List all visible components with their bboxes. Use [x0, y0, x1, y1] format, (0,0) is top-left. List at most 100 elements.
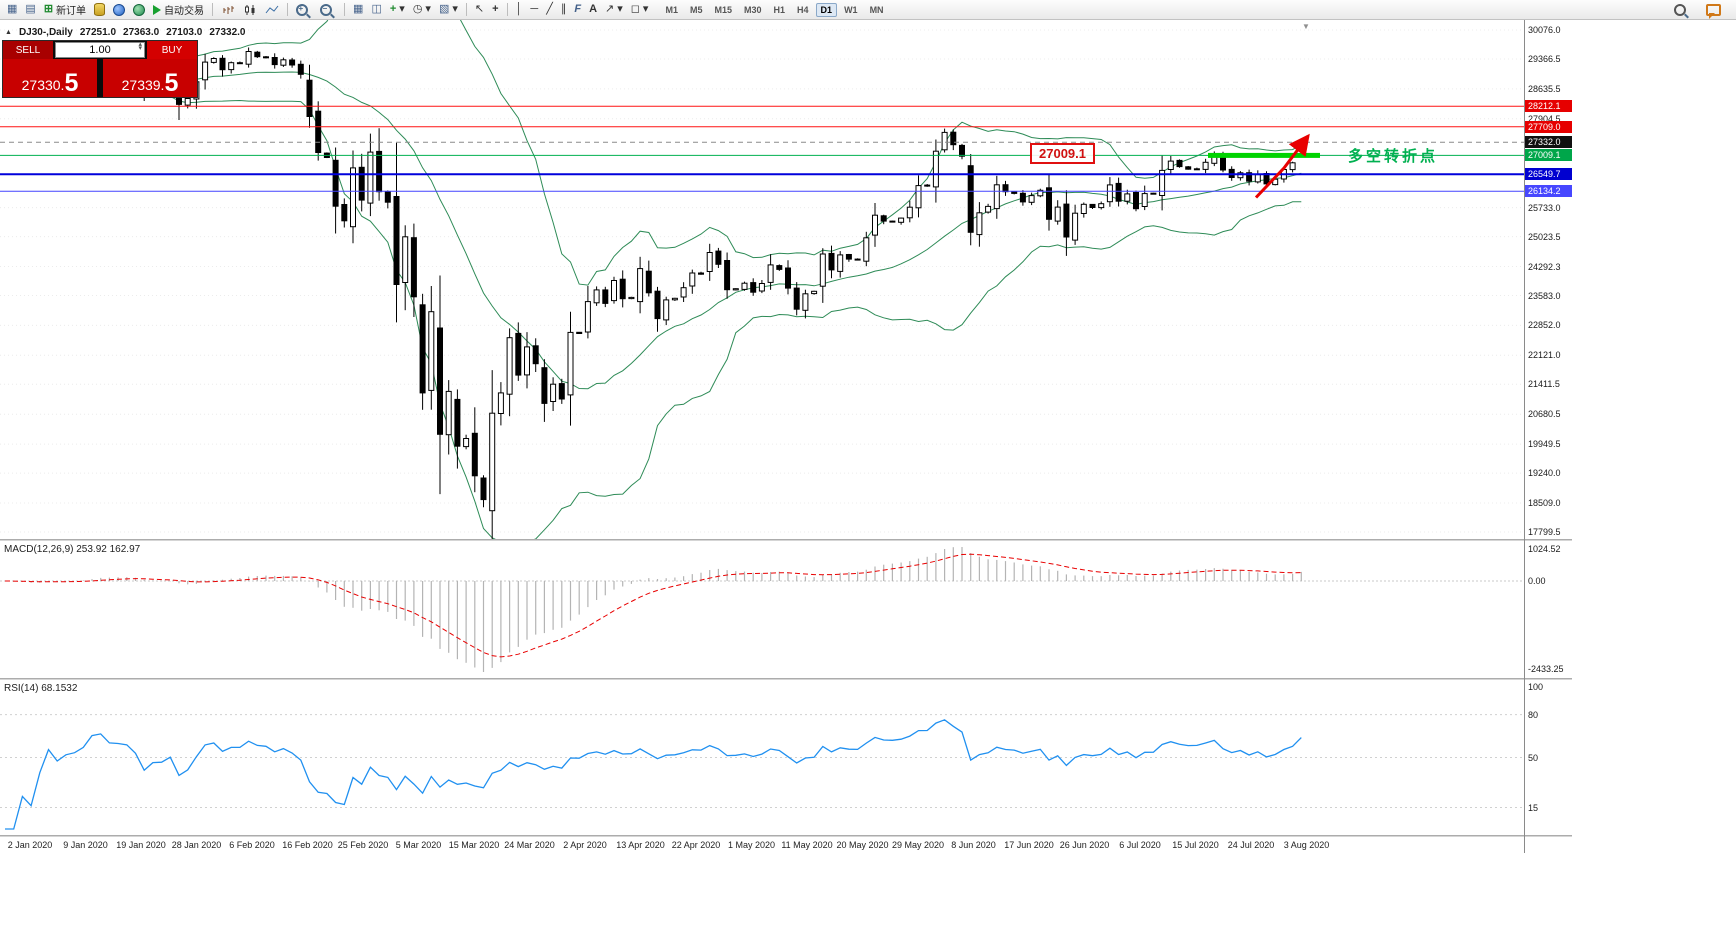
axis-label: 1024.52: [1528, 544, 1561, 554]
arrow-tool-icon: ↗: [605, 3, 615, 15]
timeframe-group: M1 M5 M15 M30 H1 H4 D1 W1 MN: [659, 2, 889, 17]
chart-ohlc-header: ▲ DJ30-,Daily 27251.0 27363.0 27103.0 27…: [5, 27, 245, 38]
buy-price-button[interactable]: 27339. 5: [103, 59, 197, 97]
pivot-annotation-text[interactable]: 多空转折点: [1348, 148, 1439, 166]
vertical-line-button[interactable]: │: [513, 2, 526, 18]
community-chat-button[interactable]: [1703, 2, 1724, 19]
line-chart-icon: [265, 5, 279, 13]
axis-label: 25023.5: [1528, 231, 1561, 242]
profiles-button[interactable]: ▤: [22, 2, 38, 18]
date-label: 5 Mar 2020: [395, 840, 442, 850]
fibonacci-icon: F: [574, 3, 582, 15]
date-label: 28 Jan 2020: [171, 840, 222, 850]
timeframe-m1[interactable]: M1: [665, 4, 678, 15]
candlestick-button[interactable]: [240, 2, 260, 18]
cascade-windows-icon: ◫: [371, 3, 382, 15]
dropdown-icon: ▾: [642, 3, 649, 15]
axis-label: 0.00: [1528, 576, 1546, 586]
date-label: 19 Jan 2020: [116, 840, 166, 850]
price-badge: 26549.7: [1525, 168, 1572, 181]
toolbar-separator: [506, 3, 508, 16]
timeframe-d1[interactable]: D1: [815, 2, 838, 17]
cursor-button[interactable]: ↖: [472, 2, 487, 18]
sell-price-button[interactable]: 27330. 5: [3, 59, 97, 97]
timeframe-m5[interactable]: M5: [689, 4, 703, 15]
dropdown-icon: ▾: [617, 3, 623, 15]
search-button[interactable]: [1671, 2, 1693, 18]
volume-up-icon[interactable]: ▴: [138, 41, 142, 48]
line-chart-button[interactable]: [262, 2, 282, 18]
date-label: 6 Feb 2020: [229, 840, 275, 850]
timeframe-m30[interactable]: M30: [744, 4, 762, 15]
tile-windows-icon: ▦: [353, 3, 364, 15]
chart-window: 2 Jan 2020 9 Jan 2020 19 Jan 2020 28 Jan 20…: [0, 20, 1572, 873]
one-click-toggle-icon[interactable]: ▲: [5, 29, 12, 36]
dropdown-icon: ▾: [399, 3, 405, 15]
axis-label: 28635.5: [1528, 83, 1561, 94]
templates-button[interactable]: ▧ ▾: [436, 2, 461, 18]
market-watch-icon: [113, 3, 126, 16]
axis-label: -2433.25: [1528, 664, 1564, 674]
date-label: 2 Apr 2020: [563, 840, 607, 850]
time-axis[interactable]: 2 Jan 2020 9 Jan 2020 19 Jan 2020 28 Jan 20…: [0, 837, 1524, 853]
timeframe-h1[interactable]: H1: [773, 4, 786, 15]
zoom-out-button[interactable]: −: [317, 2, 339, 18]
autotrading-label: 自动交易: [164, 6, 205, 17]
crosshair-button[interactable]: +: [489, 2, 501, 18]
bar-chart-icon: [223, 5, 235, 14]
date-label: 1 May 2020: [727, 840, 776, 850]
price-badge: 28212.1: [1525, 100, 1572, 113]
pane-divider-rsi[interactable]: [0, 678, 1572, 680]
chart-window-icon: ▦: [7, 3, 18, 15]
autotrading-button[interactable]: 自动交易: [150, 2, 207, 18]
timeframe-mn[interactable]: MN: [869, 4, 884, 15]
axis-label: 18509.0: [1528, 498, 1561, 508]
cascade-windows-button[interactable]: ◫: [368, 2, 384, 18]
main-chart-canvas[interactable]: [0, 20, 1524, 539]
buy-button[interactable]: BUY: [147, 41, 197, 59]
arrows-tool-button[interactable]: ↗ ▾: [602, 2, 626, 18]
trendline-button[interactable]: ╱: [543, 2, 556, 18]
text-tool-button[interactable]: A: [586, 2, 600, 18]
macd-canvas[interactable]: [0, 541, 1524, 678]
history-center-button[interactable]: [91, 2, 108, 18]
one-click-trading-panel: SELL 1.00 ▴ ▾ BUY 27330. 5 27339. 5: [2, 40, 198, 98]
periods-button[interactable]: ◷ ▾: [410, 2, 434, 18]
sell-button[interactable]: SELL: [3, 41, 53, 59]
horizontal-line-button[interactable]: ─: [527, 2, 541, 18]
axis-label: 30076.0: [1528, 25, 1561, 35]
shapes-tool-button[interactable]: ◻ ▾: [628, 2, 652, 18]
channel-button[interactable]: ∥: [558, 2, 570, 18]
volume-down-icon[interactable]: ▾: [138, 45, 142, 53]
rsi-canvas[interactable]: [0, 680, 1524, 835]
date-label: 24 Mar 2020: [504, 840, 555, 850]
data-window-button[interactable]: [130, 2, 148, 18]
volume-field[interactable]: 1.00 ▴ ▾: [55, 41, 145, 58]
axis-label: 27904.5: [1528, 113, 1561, 124]
timeframe-m15[interactable]: M15: [714, 4, 732, 15]
market-watch-button[interactable]: [110, 2, 128, 18]
pane-divider-macd[interactable]: [0, 539, 1572, 541]
fibonacci-button[interactable]: F: [571, 2, 584, 18]
new-chart-button[interactable]: ▦: [4, 2, 20, 18]
indicators-button[interactable]: + ▾: [387, 2, 408, 18]
new-order-button[interactable]: ⊞ 新订单: [41, 2, 89, 18]
volume-value[interactable]: 1.00: [89, 44, 111, 56]
low-value: 27103.0: [166, 27, 203, 38]
pivot-price-label[interactable]: 27009.1: [1030, 143, 1095, 165]
chat-icon: [1706, 3, 1721, 19]
timeframe-h4[interactable]: H4: [797, 4, 809, 15]
clock-icon: ◷: [412, 3, 423, 15]
timeframe-w1[interactable]: W1: [844, 4, 858, 15]
axis-label: 20680.5: [1528, 409, 1561, 420]
history-cylinder-icon: [94, 3, 106, 16]
zoom-in-button[interactable]: +: [293, 2, 315, 18]
bar-chart-button[interactable]: [218, 2, 238, 18]
volume-spinner: ▴ ▾: [138, 41, 142, 53]
tile-windows-button[interactable]: ▦: [350, 2, 366, 18]
chart-shift-marker[interactable]: ▼: [1302, 22, 1310, 31]
axis-label: 23583.0: [1528, 290, 1561, 301]
date-label: 22 Apr 2020: [671, 840, 721, 850]
axis-label: 29366.5: [1528, 54, 1561, 64]
